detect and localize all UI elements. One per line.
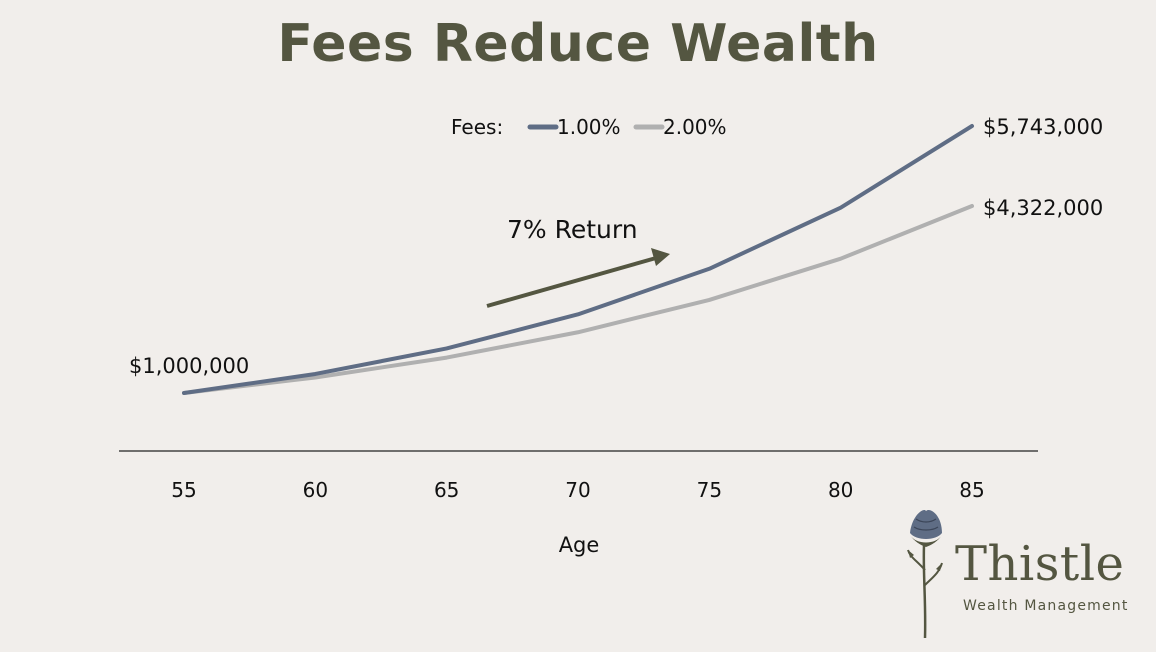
x-tick-labels: 55 60 65 70 75 80 85 xyxy=(171,478,984,502)
x-tick-label: 60 xyxy=(303,478,328,502)
x-tick-label: 75 xyxy=(697,478,722,502)
annotation-arrowhead xyxy=(651,248,670,266)
legend-label-2: 2.00% xyxy=(663,115,727,139)
series-lines xyxy=(182,124,974,395)
x-tick-label: 55 xyxy=(171,478,196,502)
x-tick-label: 65 xyxy=(434,478,459,502)
series-line-1 xyxy=(182,124,974,395)
chart-title: Fees Reduce Wealth xyxy=(277,14,879,74)
legend-title: Fees: xyxy=(451,115,503,139)
annotation-text: 7% Return xyxy=(507,215,638,244)
data-label-end-2: $4,322,000 xyxy=(983,196,1103,220)
logo-name: Thistle xyxy=(955,536,1125,592)
legend-label-1: 1.00% xyxy=(557,115,621,139)
x-tick-label: 85 xyxy=(959,478,984,502)
data-label-start: $1,000,000 xyxy=(129,354,249,378)
thistle-flower-icon xyxy=(907,509,943,639)
x-axis-label: Age xyxy=(559,533,600,557)
annotation-arrow xyxy=(486,256,657,308)
data-label-end-1: $5,743,000 xyxy=(983,115,1103,139)
x-tick-label: 70 xyxy=(565,478,590,502)
x-tick-label: 80 xyxy=(828,478,853,502)
logo-subtitle: Wealth Management xyxy=(963,598,1129,614)
legend: Fees: 1.00% 2.00% xyxy=(451,115,727,139)
